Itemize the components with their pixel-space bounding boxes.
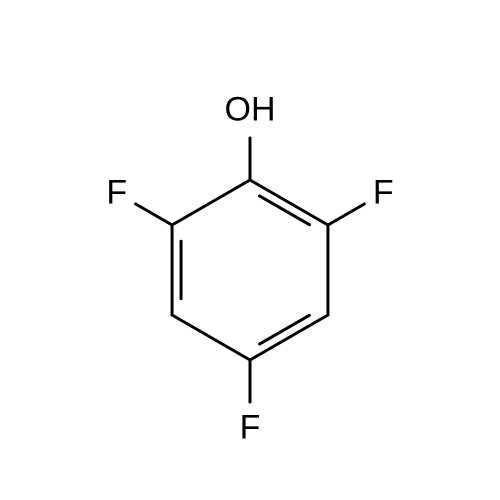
hydroxyl-label: OH (225, 91, 276, 130)
fluoro-4-label: F (240, 408, 261, 447)
fluoro-6-label: F (106, 174, 127, 213)
molecule-canvas: OH F F F (0, 0, 500, 500)
fluoro-2-label: F (373, 174, 394, 213)
